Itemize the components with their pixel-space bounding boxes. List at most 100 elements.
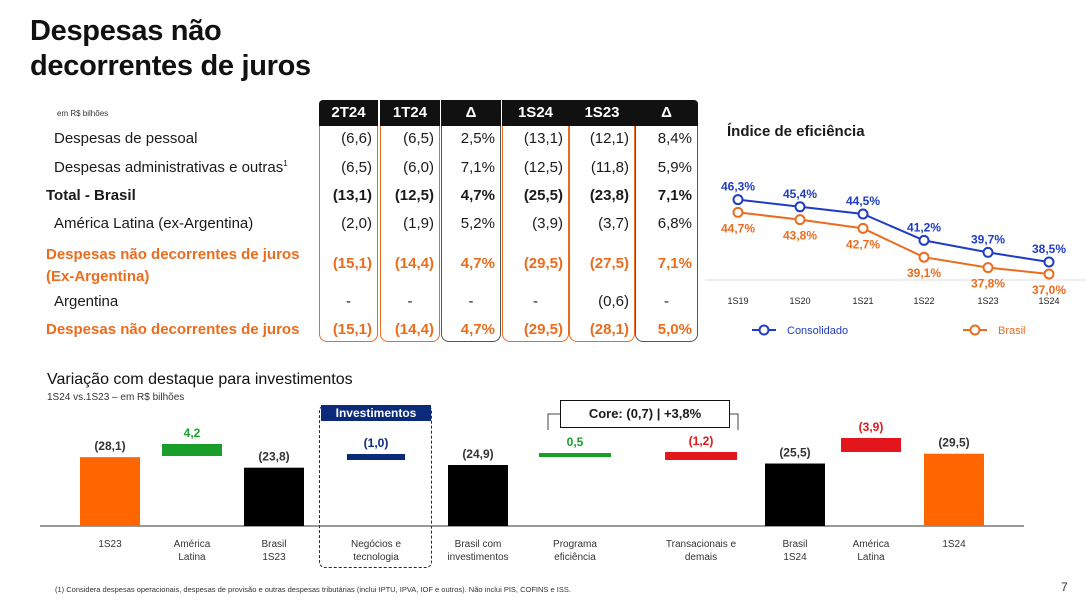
table-cell: (29,5) — [523, 255, 563, 272]
legend-label: Consolidado — [787, 325, 848, 337]
waterfall-bar — [80, 457, 140, 526]
table-cell: - — [407, 293, 413, 310]
table-cell: 4,7% — [460, 255, 495, 272]
table-cell: 7,1% — [657, 255, 692, 272]
bar-value-label: (23,8) — [258, 450, 289, 464]
data-point — [982, 262, 994, 274]
table-column-frame — [502, 126, 569, 342]
table-row-label: Total - Brasil — [46, 187, 136, 204]
bar-value-label: 0,5 — [567, 435, 584, 449]
x-category-label: Brasil com investimentos — [447, 539, 509, 563]
x-tick-label: 1S20 — [789, 296, 810, 306]
table-cell: (2,0) — [341, 215, 372, 232]
data-label: 39,7% — [971, 232, 1005, 246]
x-category-label: América Latina — [852, 539, 890, 563]
table-header-cell: Δ — [635, 100, 698, 126]
x-category-label: Brasil 1S24 — [782, 539, 808, 563]
bar-value-label: (29,5) — [938, 436, 969, 450]
table-cell: (6,6) — [341, 130, 372, 147]
data-point — [982, 246, 994, 258]
data-label: 42,7% — [846, 237, 880, 251]
bar-value-label: (28,1) — [94, 439, 125, 453]
bar-value-label: (1,2) — [689, 434, 714, 448]
table-row-label: Argentina — [54, 293, 119, 310]
waterfall-bar — [448, 464, 508, 526]
table-cell: (12,5) — [394, 187, 434, 204]
table-cell: 6,8% — [657, 215, 692, 232]
series-line-brasil — [737, 211, 1050, 275]
table-cell: (12,1) — [589, 130, 629, 147]
table-cell: 2,5% — [460, 130, 495, 147]
data-point — [732, 206, 744, 218]
data-label: 37,0% — [1032, 283, 1066, 297]
table-column-frame — [441, 126, 501, 342]
data-point — [794, 214, 806, 226]
table-cell: (29,5) — [523, 321, 563, 338]
table-row-label: Despesas não decorrentes de juros (Ex-Arg… — [46, 246, 300, 285]
data-label: 44,7% — [721, 221, 755, 235]
table-cell: 7,1% — [460, 159, 495, 176]
legend-label: Brasil — [998, 325, 1026, 337]
table-row-label: Despesas administrativas e outras1 — [54, 159, 288, 176]
waterfall-bar — [765, 463, 825, 526]
table-column-frame — [635, 126, 698, 342]
core-callout: Core: (0,7) | +3,8% — [560, 400, 730, 428]
bar-value-label: (1,0) — [364, 436, 389, 450]
x-tick-label: 1S21 — [852, 296, 873, 306]
table-header-cell: Δ — [441, 100, 501, 126]
bar-value-label: (25,5) — [779, 446, 810, 460]
table-cell: (6,5) — [403, 130, 434, 147]
table-row-label: Despesas de pessoal — [54, 130, 198, 147]
title-line-2: decorrentes de juros — [30, 50, 311, 82]
data-point — [857, 208, 869, 220]
table-cell: (25,5) — [523, 187, 563, 204]
table-cell: (28,1) — [589, 321, 629, 338]
data-label: 45,4% — [783, 187, 817, 201]
page-title: Despesas não decorrentes de juros — [30, 14, 450, 84]
table-cell: (14,4) — [394, 321, 434, 338]
variation-chart-title: Variação com destaque para investimentos — [47, 371, 353, 388]
data-point — [918, 251, 930, 263]
table-cell: 8,4% — [657, 130, 692, 147]
x-tick-label: 1S19 — [727, 296, 748, 306]
efficiency-line-chart: 46,3% 45,4% 44,5% 41,2% 39,7% 38,5% 44,7% 43,8%… — [705, 180, 1086, 337]
waterfall-bar — [665, 452, 737, 460]
table-cell: (15,1) — [332, 321, 372, 338]
legend-marker — [969, 324, 981, 336]
x-category-label: 1S23 — [98, 539, 122, 550]
waterfall-bar — [539, 453, 611, 457]
x-category-label: Programa eficiência — [553, 539, 597, 563]
bar-value-label: (3,9) — [859, 420, 884, 434]
legend-marker — [758, 324, 770, 336]
title-line-1: Despesas não — [30, 15, 222, 47]
table-cell: - — [664, 293, 669, 310]
table-cell: (27,5) — [589, 255, 629, 272]
table-header-cell: 1T24 — [380, 100, 440, 126]
table-cell: (23,8) — [589, 187, 629, 204]
table-cell: (6,5) — [341, 159, 372, 176]
bar-value-label: 4,2 — [184, 426, 201, 440]
table-cell: 4,7% — [460, 187, 495, 204]
table-cell: - — [533, 293, 538, 310]
table-cell: (3,7) — [598, 215, 629, 232]
x-category-label: América Latina — [173, 539, 211, 563]
data-point — [1043, 256, 1055, 268]
table-cell: 5,9% — [657, 159, 692, 176]
table-header-cell: 2T24 — [319, 100, 378, 126]
data-point — [732, 194, 744, 206]
table-row-label: América Latina (ex-Argentina) — [54, 215, 254, 232]
table-cell: - — [468, 293, 474, 310]
data-label: 43,8% — [783, 229, 817, 243]
table-cell: (3,9) — [532, 215, 563, 232]
table-cell: (1,9) — [403, 215, 434, 232]
variation-waterfall-chart: (28,1) 4,2 (23,8) (1,0) (24,9) 0,5 (1,2) (25,5)… — [40, 413, 1024, 527]
variation-chart-subtitle: 1S24 vs.1S23 – em R$ bilhões — [47, 392, 185, 403]
page-number: 7 — [1061, 580, 1068, 594]
footnote: (1) Considera despesas operacionais, des… — [55, 585, 571, 594]
data-point — [794, 201, 806, 213]
table-cell: (13,1) — [523, 130, 563, 147]
waterfall-bar — [841, 438, 901, 452]
table-cell: (13,1) — [332, 187, 372, 204]
table-cell: - — [346, 293, 351, 310]
waterfall-bar — [924, 453, 984, 526]
